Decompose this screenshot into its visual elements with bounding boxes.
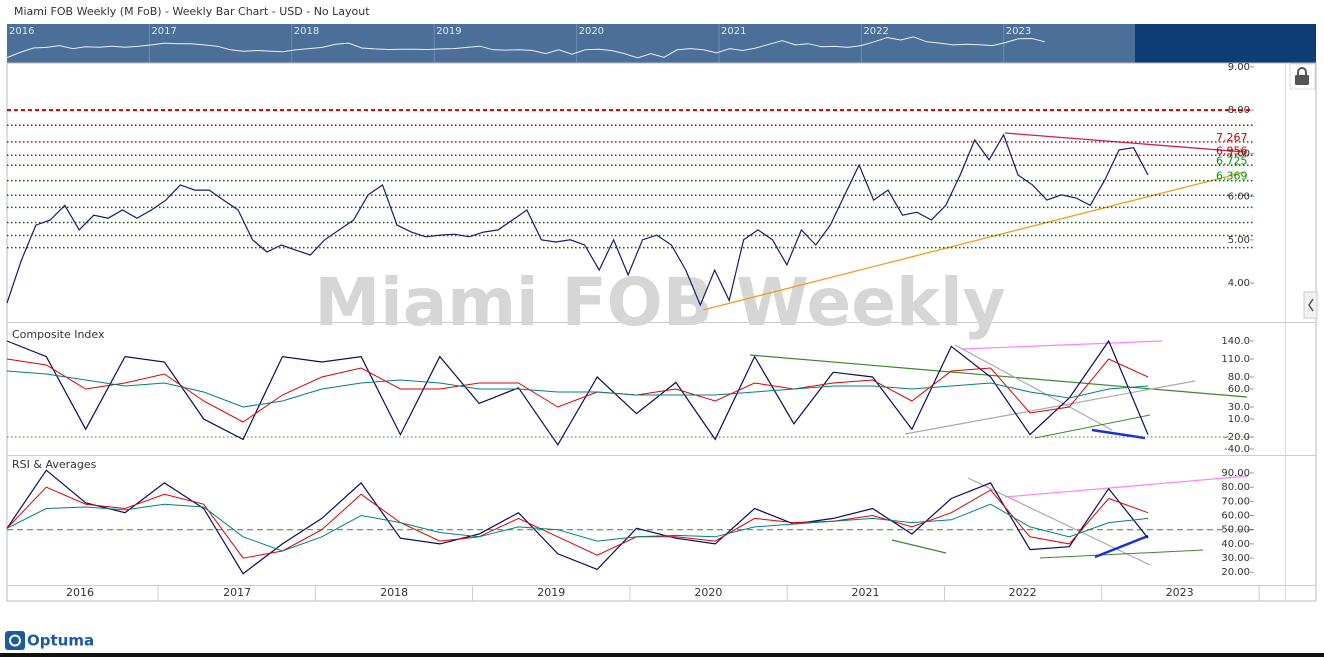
x-tick-label: 2021 xyxy=(852,586,880,599)
navigator-end xyxy=(1135,24,1316,63)
nav-year: 2021 xyxy=(721,26,746,37)
y-tick-label: -20.0 xyxy=(1224,432,1250,443)
y-tick-label: 60.00 xyxy=(1221,511,1250,522)
trendline xyxy=(1004,132,1246,153)
lock-shackle xyxy=(1297,67,1307,75)
series-line xyxy=(6,486,1149,559)
x-tick-label: 2018 xyxy=(380,586,408,599)
trendline xyxy=(961,340,1163,350)
y-tick-label: 7.00 xyxy=(1228,148,1250,159)
logo-text: Optuma xyxy=(27,632,94,650)
logo: Optuma xyxy=(5,631,94,650)
nav-year: 2019 xyxy=(436,26,461,37)
y-tick-label: 40.00 xyxy=(1221,539,1250,550)
chart-title: Miami FOB Weekly (M FoB) - Weekly Bar Ch… xyxy=(14,5,370,18)
y-tick-label: 5.00 xyxy=(1228,235,1250,246)
y-tick-label: 70.00 xyxy=(1221,496,1250,507)
nav-line xyxy=(6,36,1046,59)
y-tick-label: 90.00 xyxy=(1221,468,1250,479)
y-tick-label: 30.0 xyxy=(1228,402,1250,413)
trendline xyxy=(891,539,947,554)
y-tick-label: 80.00 xyxy=(1221,482,1250,493)
y-tick-label: 10.0 xyxy=(1228,414,1250,425)
navigator[interactable] xyxy=(7,24,1135,63)
y-tick-label: 50.00 xyxy=(1221,525,1250,536)
trendline xyxy=(749,354,1248,398)
trendline xyxy=(1094,534,1149,559)
level-label: 6.369 xyxy=(1216,170,1248,183)
trendline xyxy=(904,380,1196,435)
y-tick-label: -40.0 xyxy=(1224,444,1250,455)
y-tick-label: 6.00 xyxy=(1228,192,1250,203)
y-tick-label: 30.00 xyxy=(1221,553,1250,564)
collapse-arrow xyxy=(1308,298,1314,312)
nav-year: 2017 xyxy=(151,26,176,37)
plots: 2016 2017 2018 2019 2020 2021 2022 2023 9.00 8.00… xyxy=(6,62,1260,601)
nav-year: 2016 xyxy=(9,26,34,37)
trendline xyxy=(1004,475,1249,498)
x-tick-label: 2023 xyxy=(1166,586,1194,599)
y-tick-label: 110.0 xyxy=(1221,354,1250,365)
x-tick-label: 2019 xyxy=(537,586,565,599)
y-tick-label: 9.00 xyxy=(1228,62,1250,73)
nav-year: 2022 xyxy=(863,26,888,37)
nav-year: 2020 xyxy=(579,26,604,37)
trendline xyxy=(954,344,1113,431)
lock-icon xyxy=(1295,75,1309,85)
chart-frame xyxy=(6,62,1317,602)
level-label: 6.725 xyxy=(1216,154,1248,167)
level-label: 6.956 xyxy=(1216,144,1248,157)
x-tick-label: 2022 xyxy=(1009,586,1037,599)
collapse-bg[interactable] xyxy=(1303,291,1318,319)
trendline xyxy=(967,477,1151,566)
series-line xyxy=(6,469,1149,575)
collapse-button[interactable] xyxy=(1303,291,1318,319)
panel-title: RSI & Averages xyxy=(12,458,97,471)
panel-title: Composite Index xyxy=(12,328,105,341)
x-tick-label: 2016 xyxy=(66,586,94,599)
y-tick-label: 8.00 xyxy=(1228,105,1250,116)
watermark: Miami FOB Weekly xyxy=(314,264,1005,341)
series-line xyxy=(6,503,1149,552)
y-tick-label: 140.0 xyxy=(1221,336,1250,347)
series-line xyxy=(6,370,1149,408)
nav-year: 2023 xyxy=(1006,26,1031,37)
series-line xyxy=(6,358,1149,423)
trendline xyxy=(702,171,1246,311)
bottom-bar xyxy=(0,653,1324,657)
nav-year: 2018 xyxy=(294,26,319,37)
series-line xyxy=(6,339,1149,446)
logo-ring xyxy=(9,634,21,647)
y-tick-label: 4.00 xyxy=(1228,278,1250,289)
trendline xyxy=(1034,414,1151,439)
y-tick-label: 60.0 xyxy=(1228,384,1250,395)
x-tick-label: 2020 xyxy=(694,586,722,599)
trendlines xyxy=(702,132,1249,566)
y-tick-label: 20.00 xyxy=(1221,567,1250,578)
series-line xyxy=(6,133,1149,307)
lock-button[interactable] xyxy=(1289,63,1316,90)
y-tick-label: 80.0 xyxy=(1228,372,1250,383)
navigator-content: 2016 2017 2018 2019 2020 2021 2022 2023 xyxy=(6,24,1046,63)
logo-icon xyxy=(5,631,25,650)
level-label: 7.267 xyxy=(1216,131,1248,144)
trendline xyxy=(1039,549,1204,559)
x-tick-label: 2017 xyxy=(223,586,251,599)
